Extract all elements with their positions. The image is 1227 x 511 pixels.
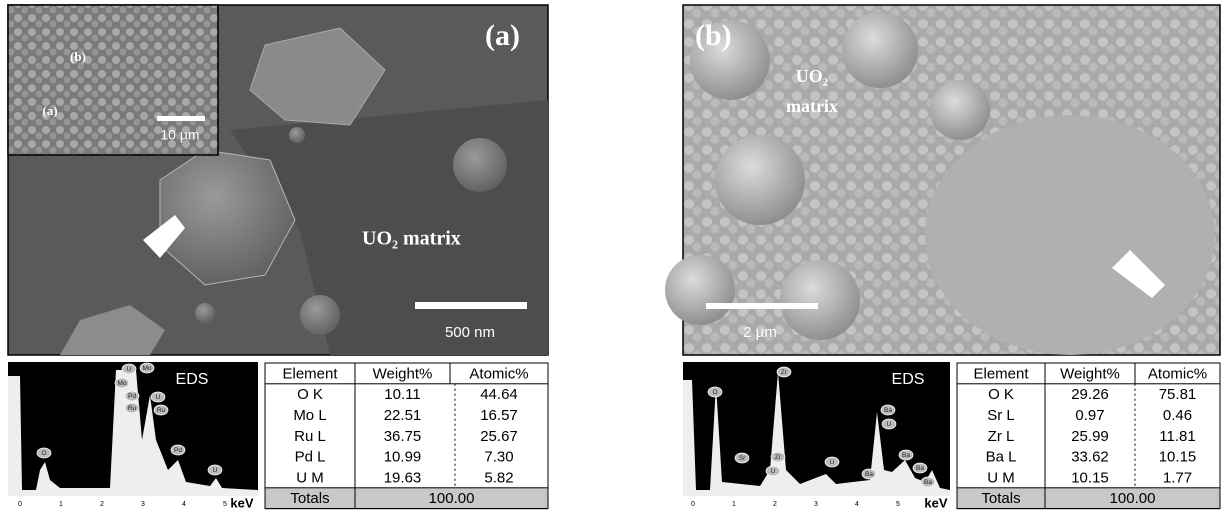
- eds-title: EDS: [176, 371, 209, 388]
- table-cell: 11.81: [1159, 428, 1195, 445]
- inset-scale-label: 10 µm: [160, 127, 199, 143]
- peak-label: U: [830, 459, 835, 466]
- inset-label: (b): [70, 49, 86, 64]
- peak-label: U: [127, 366, 132, 373]
- table-cell: Pd L: [295, 449, 326, 466]
- peak-label: Ba: [902, 452, 910, 459]
- table-cell: 75.81: [1159, 386, 1197, 403]
- table-cell: U M: [296, 469, 324, 486]
- peak-label: Sr: [739, 455, 746, 462]
- eds-unit: keV: [230, 495, 253, 510]
- eds-unit: keV: [924, 495, 947, 510]
- eds-tick-label: 1: [59, 501, 63, 508]
- table-cell: 5.82: [484, 469, 513, 486]
- peak-label: U: [156, 394, 161, 401]
- table-cell: Ru L: [294, 428, 326, 445]
- scale-bar-label: 500 nm: [445, 324, 495, 341]
- table-cell: 44.64: [480, 386, 518, 403]
- table-cell: 0.46: [1163, 407, 1192, 424]
- table-cell: 10.15: [1159, 449, 1197, 466]
- table-cell: Ba L: [986, 449, 1017, 466]
- peak-label: Ba: [916, 465, 924, 472]
- eds-tick-label: 3: [141, 501, 145, 508]
- table-cell: 22.51: [384, 407, 422, 424]
- table-header: Atomic%: [469, 365, 528, 382]
- table-header: Atomic%: [1148, 365, 1207, 382]
- eds-tick-label: 0: [18, 501, 22, 508]
- scale-bar-label: 2 µm: [743, 324, 777, 341]
- table-cell: 16.57: [480, 407, 518, 424]
- eds-tick-label: 2: [773, 501, 777, 508]
- table-cell: 10.99: [384, 449, 422, 466]
- eds-tick-label: 3: [814, 501, 818, 508]
- table-cell: O K: [988, 386, 1014, 403]
- annotation: UO₂: [796, 66, 828, 86]
- table-cell: Mo L: [293, 407, 326, 424]
- annotation: UO₂ matrix: [362, 228, 461, 250]
- peak-label: Pd: [128, 393, 136, 400]
- table-cell: 33.62: [1071, 449, 1109, 466]
- sem-image-a: [8, 5, 548, 355]
- table-cell: 25.67: [480, 428, 518, 445]
- peak-label: O: [712, 389, 717, 396]
- table-cell: O K: [297, 386, 323, 403]
- eds-tick-label: 4: [182, 501, 186, 508]
- table-header: Element: [282, 365, 338, 382]
- eds-tick-label: 1: [732, 501, 736, 508]
- table-header: Weight%: [373, 365, 433, 382]
- eds-spectrum-a: [8, 362, 258, 496]
- peak-label: Pd: [174, 447, 182, 454]
- table-cell: U M: [987, 469, 1015, 486]
- table-totals-label: Totals: [290, 490, 329, 507]
- table-cell: 10.11: [384, 386, 420, 403]
- eds-tick-label: 2: [100, 501, 104, 508]
- table-totals-value: 100.00: [1110, 490, 1156, 507]
- peak-label: Ba: [884, 407, 892, 414]
- eds-tick-label: 5: [223, 501, 227, 508]
- eds-tick-label: 5: [896, 501, 900, 508]
- inset-label: (a): [42, 103, 57, 118]
- table-cell: 29.26: [1071, 386, 1109, 403]
- peak-label: Ru: [128, 405, 137, 412]
- table-cell: 25.99: [1071, 428, 1109, 445]
- table-cell: Zr L: [988, 428, 1015, 445]
- table-cell: Sr L: [987, 407, 1015, 424]
- peak-label: Mo: [117, 380, 126, 387]
- table-header: Element: [973, 365, 1029, 382]
- table-cell: 19.63: [384, 469, 422, 486]
- eds-title: EDS: [892, 371, 925, 388]
- peak-label: U: [771, 468, 776, 475]
- eds-tick-label: 4: [855, 501, 859, 508]
- peak-label: U: [213, 467, 218, 474]
- table-totals-label: Totals: [981, 490, 1020, 507]
- sem-image-b: [665, 5, 1220, 355]
- panel-label: (b): [695, 19, 732, 52]
- panel-label: (a): [485, 19, 520, 52]
- table-cell: 7.30: [484, 449, 513, 466]
- peak-label: Zr: [781, 369, 788, 376]
- peak-label: Ba: [865, 471, 873, 478]
- peak-label: U: [887, 421, 892, 428]
- peak-label: Ba: [924, 479, 932, 486]
- table-cell: 10.15: [1071, 469, 1109, 486]
- table-totals-value: 100.00: [429, 490, 475, 507]
- table-cell: 1.77: [1163, 469, 1192, 486]
- eds-tick-label: 0: [691, 501, 695, 508]
- annotation: matrix: [786, 96, 838, 116]
- table-header: Weight%: [1060, 365, 1120, 382]
- table-cell: 36.75: [384, 428, 422, 445]
- table-cell: 0.97: [1075, 407, 1104, 424]
- figure: (a)UO₂ matrix500 nm(b)(a)10 µmEDSOUMoMoP…: [0, 0, 1227, 511]
- peak-label: Ru: [157, 407, 166, 414]
- peak-label: O: [41, 450, 46, 457]
- peak-label: Zr: [775, 454, 782, 461]
- peak-label: Mo: [142, 365, 151, 372]
